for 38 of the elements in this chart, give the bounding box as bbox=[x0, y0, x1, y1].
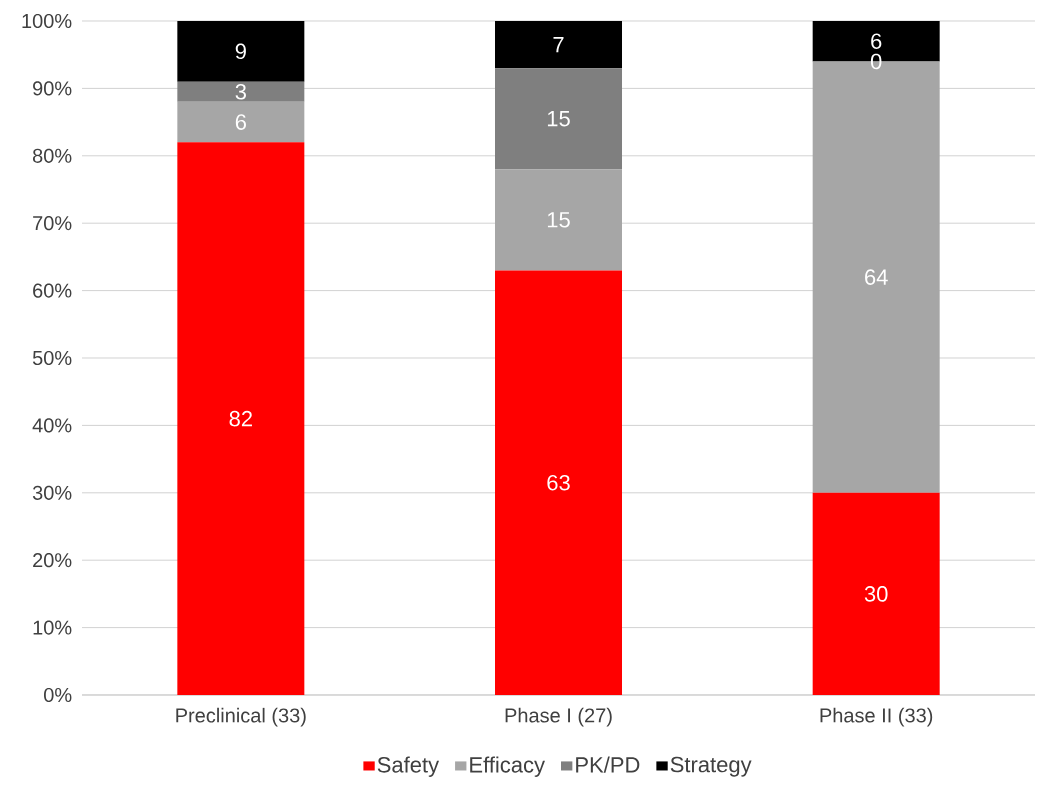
bar bbox=[177, 101, 305, 143]
bar bbox=[495, 270, 622, 695]
bar bbox=[177, 142, 305, 695]
y-tick-label: 70% bbox=[33, 216, 72, 231]
data-label: 6 bbox=[235, 114, 246, 130]
y-tick-label: 90% bbox=[33, 81, 72, 96]
data-label: 3 bbox=[235, 83, 246, 100]
y-tick-label: 80% bbox=[32, 148, 72, 163]
bar bbox=[495, 169, 622, 271]
bar bbox=[812, 492, 940, 695]
legend-label: Safety bbox=[377, 756, 440, 777]
y-tick-label: 20% bbox=[33, 553, 72, 568]
y-tick-label: 100% bbox=[22, 13, 72, 29]
y-tick-label: 60% bbox=[33, 283, 72, 298]
y-tick-label: 10% bbox=[33, 620, 72, 635]
y-tick-label: 30% bbox=[32, 485, 72, 500]
legend-label: Strategy bbox=[670, 756, 752, 777]
legend-label: PK/PD bbox=[576, 756, 640, 773]
data-label: 7 bbox=[553, 37, 564, 53]
data-label: 15 bbox=[547, 111, 570, 127]
data-label: 63 bbox=[547, 474, 570, 491]
bar bbox=[495, 68, 622, 170]
data-label: 64 bbox=[865, 269, 888, 285]
data-label: 6 bbox=[871, 33, 882, 49]
bar bbox=[495, 20, 622, 69]
y-tick-label: 0% bbox=[44, 687, 72, 703]
y-tick-label: 40% bbox=[32, 418, 72, 433]
data-label: 30 bbox=[864, 586, 888, 602]
y-tick-label: 50% bbox=[32, 350, 72, 366]
data-label: 9 bbox=[235, 43, 246, 60]
data-label: 15 bbox=[547, 212, 570, 228]
legend-label: Efficacy bbox=[470, 756, 545, 777]
x-tick-label: Phase I (27) bbox=[505, 707, 612, 727]
bar bbox=[177, 20, 305, 82]
bar bbox=[177, 81, 305, 102]
x-tick-label: Preclinical (33) bbox=[176, 707, 306, 727]
data-label: 82 bbox=[229, 410, 252, 427]
x-tick-label: Phase II (33) bbox=[820, 707, 933, 727]
